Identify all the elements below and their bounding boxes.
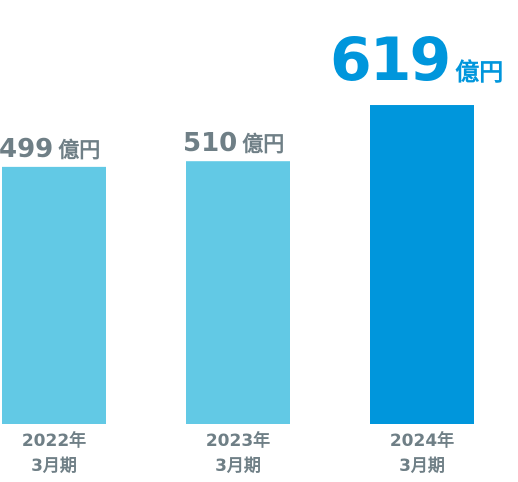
bar-2 xyxy=(370,105,474,424)
data-label-value-2: 619 xyxy=(330,25,449,95)
data-label-unit-2: 億円 xyxy=(455,58,503,86)
data-label-value-0: 499 xyxy=(0,134,53,164)
x-tick-label-1-0: 2023年 xyxy=(206,430,270,451)
data-label-unit-0: 億円 xyxy=(58,138,100,162)
x-tick-label-0-0: 2022年 xyxy=(22,430,86,451)
bar-0 xyxy=(2,166,106,424)
data-label-0: 499 億円 xyxy=(0,134,100,164)
bar-1 xyxy=(186,161,290,424)
data-label-2: 619 億円 xyxy=(330,25,503,95)
x-tick-label-2-0: 2024年 xyxy=(390,430,454,451)
data-label-value-1: 510 xyxy=(183,128,237,158)
data-label-unit-1: 億円 xyxy=(242,132,284,156)
x-tick-label-1-1: 3月期 xyxy=(215,456,261,476)
x-tick-label-0-1: 3月期 xyxy=(31,456,77,476)
x-tick-label-2-1: 3月期 xyxy=(399,456,445,476)
data-label-1: 510 億円 xyxy=(183,128,284,158)
